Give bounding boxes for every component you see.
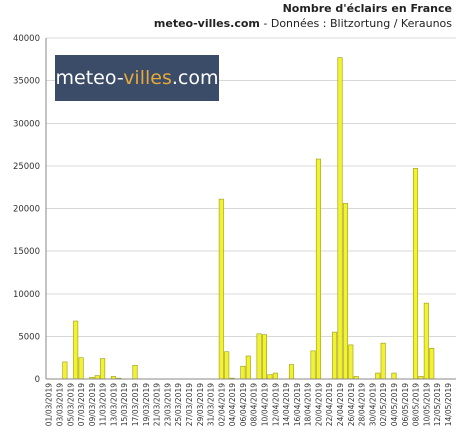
x-tick-label: 31/03/2019: [207, 383, 216, 426]
bar: [267, 374, 273, 380]
x-tick-label: 05/03/2019: [66, 383, 75, 426]
x-tick-label: 02/04/2019: [217, 383, 226, 426]
y-tick-label: 0: [35, 375, 40, 385]
bar: [261, 334, 267, 380]
bar: [342, 203, 348, 380]
x-tick-label: 20/04/2019: [314, 383, 323, 426]
x-tick-label: 24/04/2019: [336, 383, 345, 426]
x-tick-label: 06/05/2019: [401, 383, 410, 426]
bar: [315, 158, 321, 380]
bar: [62, 361, 68, 380]
x-tick-label: 11/03/2019: [99, 383, 108, 426]
bar: [429, 348, 435, 380]
chart-title: Nombre d'éclairs en France: [282, 2, 452, 15]
bar: [73, 320, 79, 380]
x-tick-label: 01/03/2019: [45, 383, 54, 426]
y-tick-label: 40000: [13, 34, 40, 44]
x-tick-label: 07/03/2019: [77, 383, 86, 426]
x-tick-label: 02/05/2019: [379, 383, 388, 426]
bar: [332, 331, 338, 380]
x-tick-label: 22/04/2019: [325, 383, 334, 426]
bar: [100, 358, 106, 380]
x-tick-label: 15/03/2019: [120, 383, 129, 426]
logo-part-com: .com: [172, 67, 219, 89]
meteo-villes-logo: meteo-villes.com: [55, 55, 219, 101]
x-tick-label: 12/05/2019: [433, 383, 442, 426]
bar: [245, 355, 251, 380]
x-tick-label: 28/04/2019: [358, 383, 367, 426]
bar: [348, 344, 354, 380]
bar: [375, 372, 381, 380]
x-tick-label: 16/04/2019: [293, 383, 302, 426]
x-tick-label: 30/04/2019: [368, 383, 377, 426]
y-tick-label: 10000: [13, 290, 40, 300]
logo-part-villes: villes: [123, 67, 172, 89]
y-tick-label: 20000: [13, 205, 40, 215]
x-tick-label: 26/04/2019: [347, 383, 356, 426]
x-tick-label: 18/04/2019: [304, 383, 313, 426]
bar: [380, 342, 386, 380]
x-tick-label: 03/03/2019: [55, 383, 64, 426]
x-tick-label: 12/04/2019: [271, 383, 280, 426]
y-tick-label: 30000: [13, 119, 40, 129]
x-tick-label: 08/05/2019: [412, 383, 421, 426]
y-tick-label: 5000: [18, 332, 40, 342]
x-tick-label: 29/03/2019: [196, 383, 205, 426]
chart-subtitle: meteo-villes.com - Données : Blitzortung…: [154, 17, 452, 30]
brand-name: meteo-villes.com: [153, 17, 260, 30]
data-source: - Données : Blitzortung / Keraunos: [259, 17, 452, 30]
x-tick-label: 14/04/2019: [282, 383, 291, 426]
bar: [224, 351, 230, 380]
bar: [391, 372, 397, 380]
x-tick-label: 04/05/2019: [390, 383, 399, 426]
x-tick-label: 19/03/2019: [142, 383, 151, 426]
x-axis-ticks: 01/03/2019 03/03/2019 05/03/2019 07/03/2019…: [45, 383, 453, 426]
logo-background: [55, 55, 219, 101]
bar: [78, 357, 84, 380]
x-tick-label: 21/03/2019: [153, 383, 162, 426]
axes: [45, 38, 456, 380]
bar: [413, 168, 419, 380]
x-tick-label: 14/05/2019: [444, 383, 453, 426]
bar: [337, 57, 343, 380]
bar: [272, 372, 278, 380]
y-tick-label: 35000: [13, 77, 40, 87]
y-tick-label: 15000: [13, 247, 40, 257]
x-tick-label: 10/04/2019: [260, 383, 269, 426]
y-axis-ticks: 0 5000 10000 15000 20000 25000 30000 35000 40000: [13, 34, 40, 385]
logo-wordmark: meteo-villes.com: [56, 67, 219, 89]
bar: [240, 365, 246, 380]
x-tick-label: 04/04/2019: [228, 383, 237, 426]
x-tick-label: 13/03/2019: [109, 383, 118, 426]
bar: [132, 365, 138, 380]
bar: [218, 198, 224, 380]
x-tick-label: 08/04/2019: [250, 383, 259, 426]
bar: [94, 375, 100, 380]
x-tick-label: 10/05/2019: [422, 383, 431, 426]
x-tick-label: 25/03/2019: [174, 383, 183, 426]
x-tick-label: 17/03/2019: [131, 383, 140, 426]
x-tick-label: 09/03/2019: [88, 383, 97, 426]
y-tick-label: 25000: [13, 162, 40, 172]
bar: [288, 364, 294, 380]
x-tick-label: 06/04/2019: [239, 383, 248, 426]
bar: [423, 302, 429, 380]
logo-part-meteo: meteo-: [56, 67, 124, 89]
bar: [256, 333, 262, 380]
x-tick-label: 27/03/2019: [185, 383, 194, 426]
x-tick-label: 23/03/2019: [163, 383, 172, 426]
bar: [310, 350, 316, 380]
bars: [62, 57, 435, 380]
